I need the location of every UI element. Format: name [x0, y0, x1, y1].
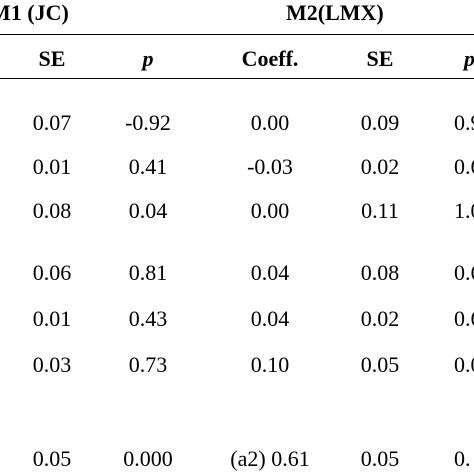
cell-p1: 0.43: [128, 306, 168, 331]
cell-coeff2: 0.04: [250, 260, 290, 285]
cell-se2: 0.08: [360, 260, 400, 285]
cell-coeff2: (a2) 0.61: [230, 446, 310, 471]
cell-p1: -0.92: [125, 110, 171, 135]
cell-p2: 0.0: [454, 352, 474, 377]
cell-se2: 0.05: [360, 352, 400, 377]
cell-coeff2: 0.00: [250, 198, 290, 223]
cell-coeff2: 0.00: [250, 110, 290, 135]
cell-coeff2: -0.03: [247, 154, 293, 179]
cell-p2: 0.6: [454, 306, 474, 331]
cell-p2: 0.6: [454, 154, 474, 179]
se-header-1: SE: [38, 46, 66, 71]
cell-p1: 0.41: [128, 154, 168, 179]
cell-se1: 0.06: [32, 260, 72, 285]
cell-se2: 0.02: [360, 154, 400, 179]
cell-se1: 0.07: [32, 110, 72, 135]
cell-p1: 0.04: [128, 198, 168, 223]
cell-se2: 0.09: [360, 110, 400, 135]
p-header-1: p: [142, 46, 154, 71]
cell-coeff2: 0.10: [250, 352, 290, 377]
cell-se1: 0.08: [32, 198, 72, 223]
group-rule: [0, 34, 474, 35]
cell-p2: 0.: [454, 446, 471, 471]
cell-se1: 0.03: [32, 352, 72, 377]
cell-p2: 0.9: [454, 110, 474, 135]
se-header-2: SE: [366, 46, 394, 71]
cell-p1: 0.73: [128, 352, 168, 377]
cell-coeff2: 0.04: [250, 306, 290, 331]
cell-se2: 0.02: [360, 306, 400, 331]
cell-se1: 0.01: [32, 154, 72, 179]
cell-p2: 0.6: [454, 260, 474, 285]
coeff-header-2: Coeff.: [241, 46, 299, 71]
model-2-header: M2(LMX): [286, 0, 384, 25]
cell-p2: 1.0: [454, 198, 474, 223]
header-rule: [0, 78, 474, 79]
cell-se2: 0.05: [360, 446, 400, 471]
p-header-2: p: [464, 46, 474, 71]
model-1-header: M1 (JC): [0, 0, 69, 25]
cell-se1: 0.05: [32, 446, 72, 471]
cell-se2: 0.11: [361, 198, 399, 223]
cell-p1: 0.000: [123, 446, 173, 471]
cell-se1: 0.01: [32, 306, 72, 331]
cell-p1: 0.81: [128, 260, 168, 285]
